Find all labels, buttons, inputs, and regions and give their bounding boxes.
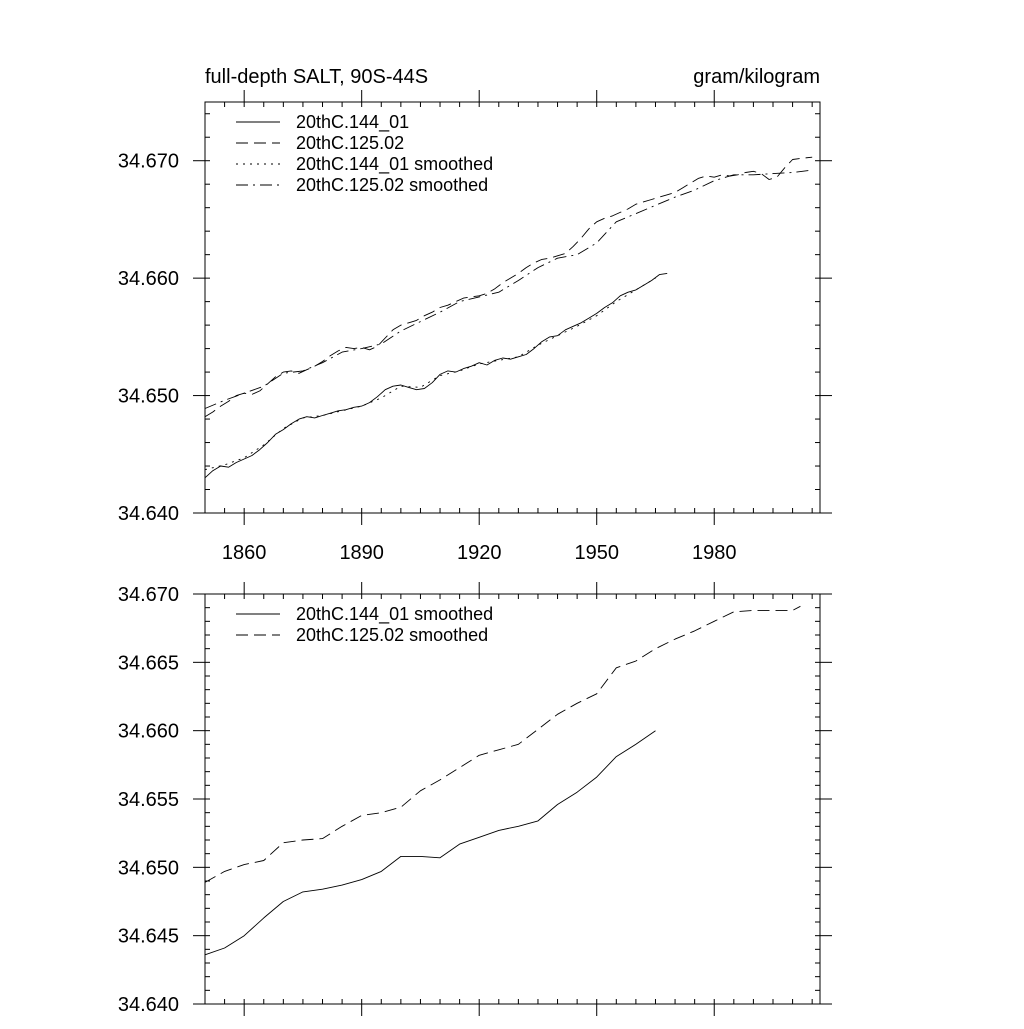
series-line <box>204 730 656 956</box>
plot-frame <box>204 101 821 514</box>
y-tick-label: 34.670 <box>118 151 179 173</box>
legend-label: 20thC.144_01 <box>296 112 409 133</box>
y-tick-label: 34.655 <box>118 789 179 811</box>
y-tick-label: 34.640 <box>118 994 179 1016</box>
y-tick-label: 34.645 <box>118 926 179 948</box>
series-line <box>204 156 813 418</box>
chart-title-right: gram/kilogram <box>693 66 820 88</box>
y-tick-label: 34.665 <box>118 652 179 674</box>
y-tick-label: 34.640 <box>118 503 179 525</box>
series-line <box>204 605 801 883</box>
x-tick-label: 1950 <box>574 542 619 564</box>
y-tick-label: 34.670 <box>118 584 179 606</box>
legend-label: 20thC.125.02 smoothed <box>296 175 488 195</box>
legend-label: 20thC.144_01 smoothed <box>296 604 493 625</box>
x-tick-label: 1920 <box>457 542 502 564</box>
y-tick-label: 34.650 <box>118 857 179 879</box>
x-tick-label: 1980 <box>692 542 737 564</box>
x-tick-label: 1890 <box>339 542 384 564</box>
series-line <box>204 277 656 471</box>
legend-label: 20thC.125.02 smoothed <box>296 625 488 645</box>
y-tick-label: 34.660 <box>118 268 179 290</box>
series-line <box>204 272 668 479</box>
series-line <box>204 169 813 409</box>
top-panel: 1860 1890 1920 1950 1980 34.640 34.650 34.660 34… <box>118 90 832 564</box>
y-tick-label: 34.650 <box>118 386 179 408</box>
x-tick-label: 1860 <box>222 542 267 564</box>
chart-title-left: full-depth SALT, 90S-44S <box>205 66 428 88</box>
plot-frame <box>204 593 821 1005</box>
y-tick-label: 34.660 <box>118 721 179 743</box>
legend-label: 20thC.125.02 <box>296 133 404 153</box>
bottom-panel: 34.640 34.645 34.650 34.655 34.660 34.665 34.6… <box>118 582 832 1016</box>
legend-label: 20thC.144_01 smoothed <box>296 154 493 175</box>
